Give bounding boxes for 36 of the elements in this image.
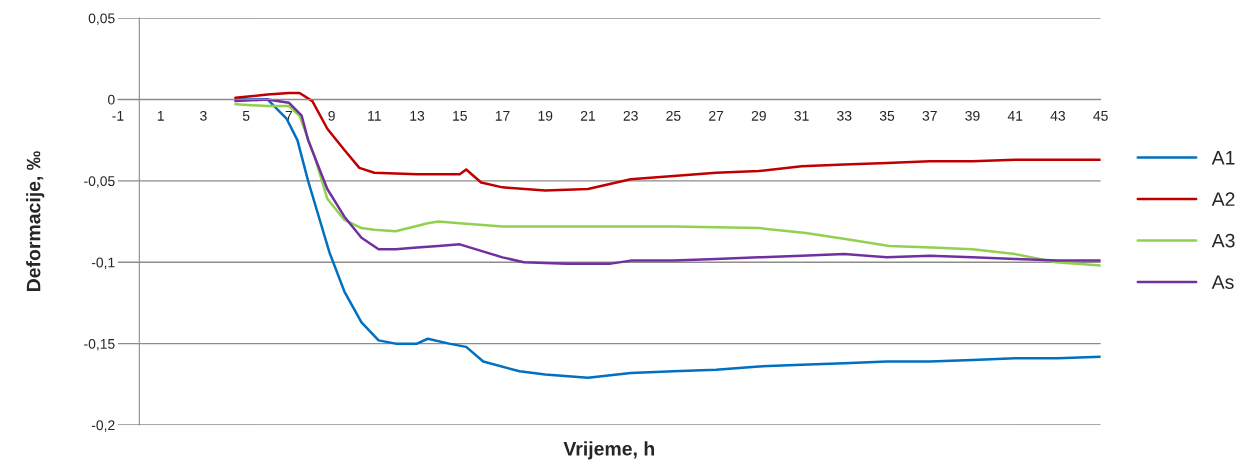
y-axis-title: Deformacije, ‰ [26,151,45,292]
x-tick-label: 3 [200,110,207,121]
y-tick-label: 0,05 [88,13,115,25]
y-tick-label: -0,05 [84,176,115,188]
x-tick-label: 27 [709,110,724,121]
x-tick-label: 11 [368,111,381,121]
x-tick-label: 45 [1093,111,1108,121]
x-tick-label: 23 [623,110,638,121]
x-tick-label: 39 [965,110,980,121]
y-tick-label: -0,1 [91,257,115,270]
legend-label: As [1211,275,1234,289]
x-tick-label: 37 [922,110,937,121]
x-tick-label: 7 [285,111,293,121]
x-tick-label: 35 [879,110,895,121]
x-tick-label: 5 [242,111,250,121]
x-tick-label: 25 [666,110,681,121]
x-axis-title: Vrijeme, h [563,441,655,460]
y-tick-label: -0,15 [84,338,115,351]
y-tick-label: 0 [108,94,115,105]
x-tick-label: 21 [580,110,595,121]
x-tick-label: 19 [538,110,553,121]
x-tick-label: 15 [453,111,467,121]
x-tick-label: 13 [410,110,425,121]
legend-label: A1 [1211,151,1235,165]
y-tick-label: -0,2 [91,420,115,432]
legend-label: A3 [1211,233,1235,248]
legend-label: A2 [1211,192,1235,206]
x-tick-label: 33 [837,110,852,121]
x-tick-label: 43 [1050,110,1066,121]
x-tick-label: 29 [751,110,766,121]
x-tick-label: 17 [495,111,510,121]
x-tick-label: 9 [328,110,335,121]
x-tick-label: 1 [157,111,164,121]
x-tick-label: 31 [794,110,809,121]
x-tick-label: 41 [1007,111,1023,121]
x-tick-label: -1 [112,111,124,121]
